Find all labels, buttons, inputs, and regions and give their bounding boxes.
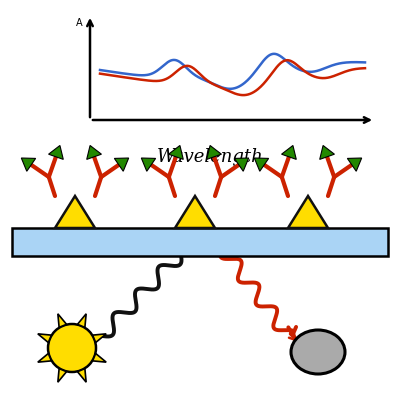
- Polygon shape: [234, 158, 249, 171]
- Polygon shape: [282, 146, 296, 159]
- Circle shape: [48, 324, 96, 372]
- Text: A: A: [76, 18, 83, 28]
- Polygon shape: [141, 158, 156, 171]
- Polygon shape: [114, 158, 129, 171]
- Polygon shape: [93, 354, 106, 362]
- Polygon shape: [58, 369, 66, 382]
- Polygon shape: [93, 334, 106, 342]
- Polygon shape: [288, 196, 328, 228]
- Polygon shape: [207, 146, 222, 159]
- Polygon shape: [254, 158, 269, 171]
- Polygon shape: [168, 146, 183, 159]
- Polygon shape: [87, 146, 102, 159]
- Polygon shape: [48, 146, 63, 159]
- Polygon shape: [55, 196, 95, 228]
- Polygon shape: [347, 158, 362, 171]
- Polygon shape: [38, 334, 51, 342]
- Polygon shape: [21, 158, 36, 171]
- Polygon shape: [175, 196, 215, 228]
- Text: Wavelength: Wavelength: [157, 148, 263, 166]
- Polygon shape: [38, 354, 51, 362]
- Polygon shape: [320, 146, 334, 159]
- Polygon shape: [58, 314, 66, 327]
- Polygon shape: [78, 369, 86, 382]
- Polygon shape: [78, 314, 86, 327]
- Bar: [12, 228, 388, 256]
- Ellipse shape: [291, 330, 345, 374]
